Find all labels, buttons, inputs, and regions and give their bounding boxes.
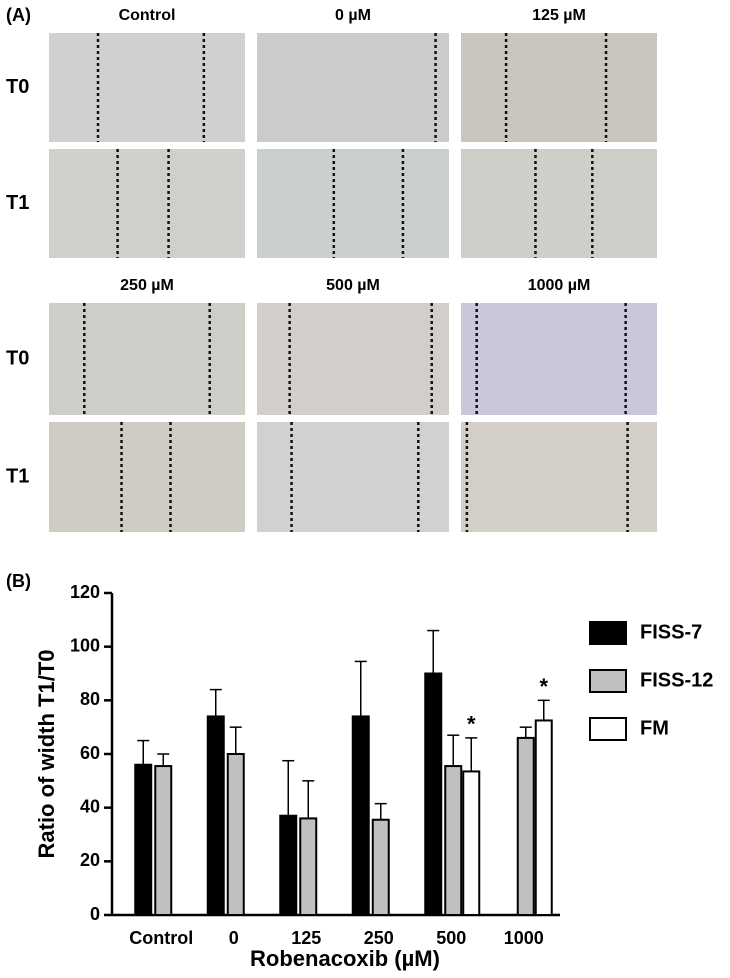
error-bar <box>302 780 315 819</box>
bar <box>134 763 153 916</box>
y-tick-label: 40 <box>80 796 100 816</box>
row-label: T1 <box>6 465 29 487</box>
error-bar <box>282 759 295 816</box>
y-tick-label: 20 <box>80 850 100 870</box>
column-header: 1000 µM <box>528 277 591 294</box>
bar <box>371 818 390 916</box>
bar <box>424 672 443 916</box>
column-header: 125 µM <box>532 7 586 24</box>
legend-label: FM <box>640 717 669 739</box>
y-tick-label: 80 <box>80 689 100 709</box>
x-tick-label: 0 <box>229 928 239 948</box>
panel-label: (B) <box>6 571 31 591</box>
significance-mark: * <box>539 674 548 699</box>
column-header: Control <box>119 7 176 24</box>
x-tick-label: 125 <box>291 928 321 948</box>
row-label: T1 <box>6 192 29 214</box>
y-tick-label: 100 <box>70 635 100 655</box>
y-tick-label: 120 <box>70 582 100 602</box>
x-tick-label: 1000 <box>504 928 544 948</box>
bar <box>226 753 245 916</box>
micrograph <box>49 303 245 415</box>
y-tick-label: 60 <box>80 743 100 763</box>
bar <box>462 770 481 916</box>
legend-label: FISS-7 <box>640 621 702 643</box>
micrograph <box>257 33 449 142</box>
y-tick-label: 0 <box>90 904 100 924</box>
column-header: 0 µM <box>335 7 371 24</box>
significance-mark: * <box>467 712 476 737</box>
micrograph <box>49 149 245 258</box>
column-header: 500 µM <box>326 277 380 294</box>
bar <box>279 814 298 917</box>
micrograph <box>49 33 245 142</box>
error-bar <box>354 660 367 717</box>
error-bar <box>209 688 222 717</box>
micrograph <box>49 422 245 532</box>
column-header: 250 µM <box>120 277 174 294</box>
micrograph <box>257 303 449 415</box>
error-bar <box>465 737 478 772</box>
row-label: T0 <box>6 76 29 98</box>
micrograph <box>257 149 449 258</box>
x-tick-label: Control <box>129 928 193 948</box>
legend-swatch <box>589 621 627 645</box>
bar <box>534 719 553 916</box>
bar <box>516 736 535 917</box>
micrograph <box>461 33 657 142</box>
panel-label: (A) <box>6 5 31 25</box>
error-bar <box>374 802 387 820</box>
micrograph <box>257 422 449 532</box>
x-tick-label: 250 <box>364 928 394 948</box>
micrograph <box>461 303 657 415</box>
bar <box>444 765 463 917</box>
error-bar <box>137 739 150 765</box>
row-label: T0 <box>6 347 29 369</box>
x-tick-label: 500 <box>436 928 466 948</box>
error-bar <box>157 753 170 767</box>
micrograph <box>461 422 657 532</box>
bar <box>351 715 370 917</box>
bar <box>206 715 225 917</box>
legend-swatch <box>589 669 627 693</box>
error-bar <box>537 699 550 721</box>
bar <box>154 765 173 917</box>
y-axis-title: Ratio of width T1/T0 <box>34 650 59 859</box>
micrograph <box>461 149 657 258</box>
error-bar <box>519 726 532 738</box>
error-bar <box>229 726 242 754</box>
legend-swatch <box>589 717 627 741</box>
error-bar <box>447 734 460 767</box>
legend-label: FISS-12 <box>640 669 713 691</box>
bar <box>299 817 318 917</box>
x-axis-title: Robenacoxib (µM) <box>250 946 440 971</box>
error-bar <box>427 629 440 674</box>
